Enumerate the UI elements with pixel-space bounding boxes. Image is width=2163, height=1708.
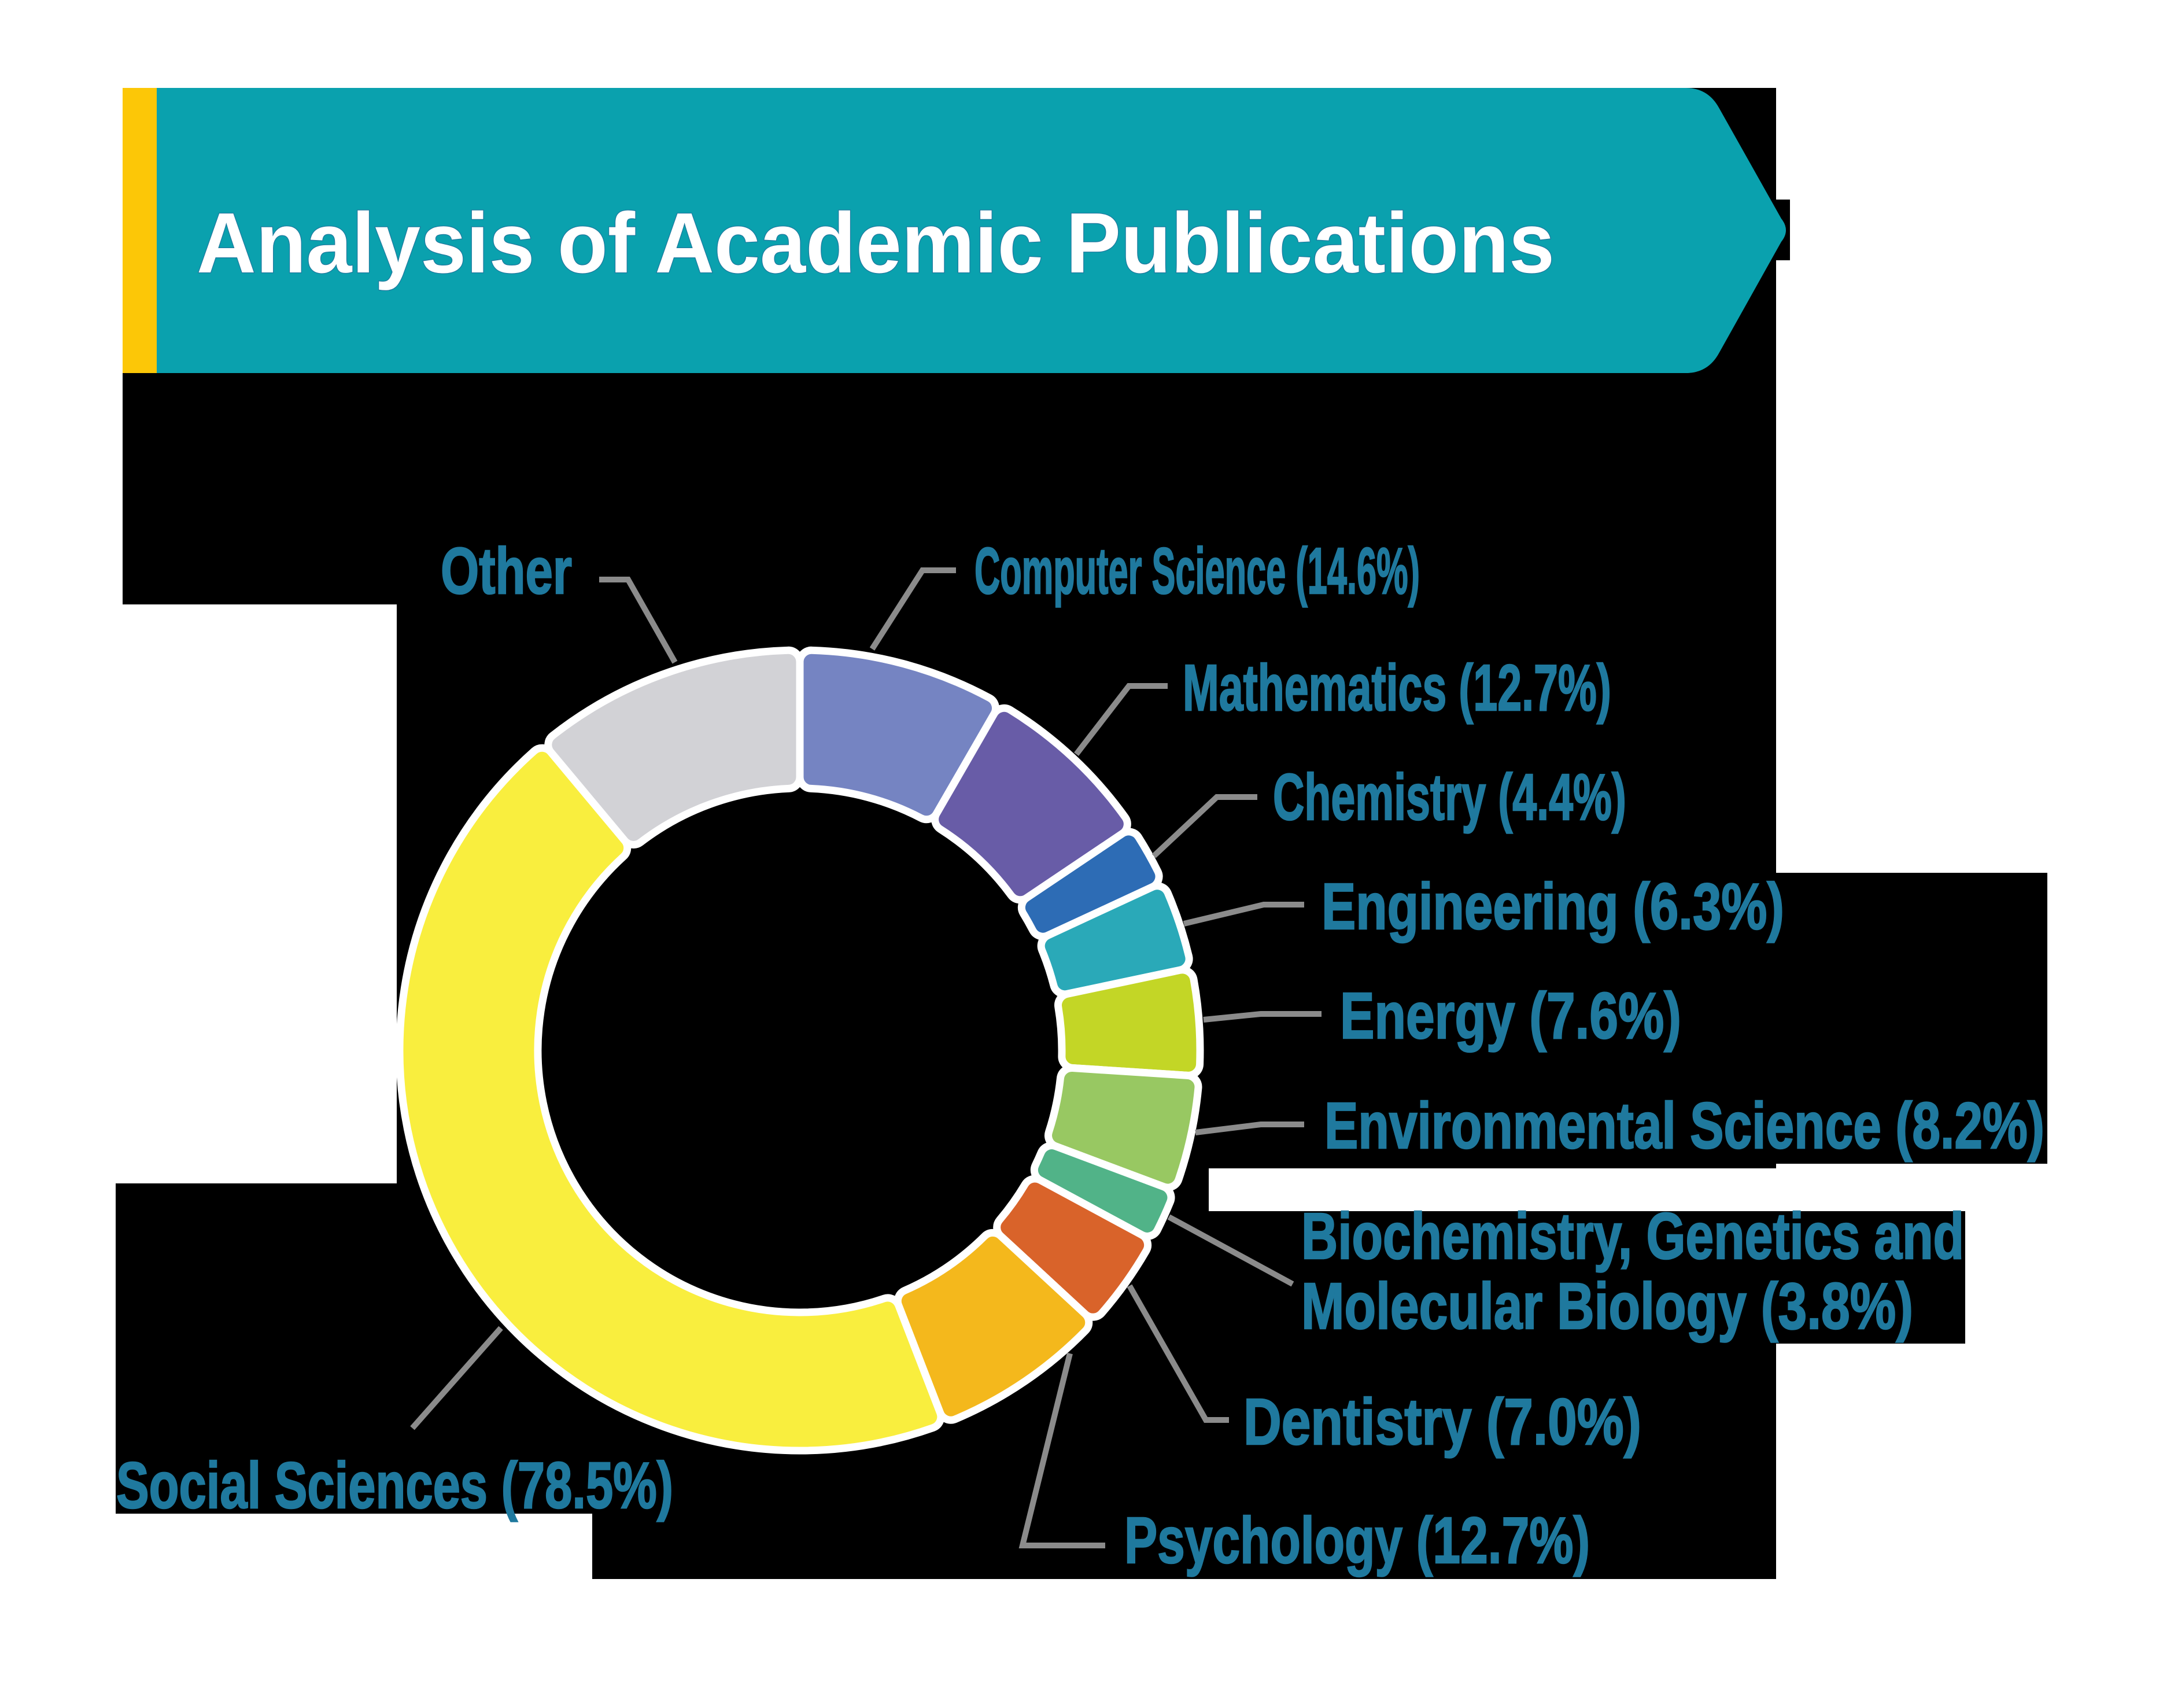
svg-text:Dentistry (7.0%): Dentistry (7.0%)	[1243, 1385, 1641, 1458]
svg-text:Mathematics (12.7%): Mathematics (12.7%)	[1183, 651, 1611, 724]
svg-text:Computer Science (14.6%): Computer Science (14.6%)	[975, 534, 1420, 607]
svg-text:Environmental Science (8.2%): Environmental Science (8.2%)	[1324, 1089, 2044, 1162]
svg-text:Molecular Biology (3.8%): Molecular Biology (3.8%)	[1301, 1270, 1913, 1342]
svg-text:Biochemistry, Genetics and: Biochemistry, Genetics and	[1301, 1200, 1964, 1272]
svg-text:Engineering (6.3%): Engineering (6.3%)	[1322, 870, 1784, 943]
svg-text:Analysis of Academic Publicati: Analysis of Academic Publications	[197, 195, 1555, 291]
svg-text:Chemistry (4.4%): Chemistry (4.4%)	[1273, 761, 1626, 833]
svg-text:Psychology (12.7%): Psychology (12.7%)	[1124, 1504, 1590, 1577]
svg-text:Other: Other	[441, 534, 572, 607]
svg-text:Social Sciences (78.5%): Social Sciences (78.5%)	[116, 1449, 673, 1522]
svg-text:Energy (7.6%): Energy (7.6%)	[1340, 979, 1681, 1052]
